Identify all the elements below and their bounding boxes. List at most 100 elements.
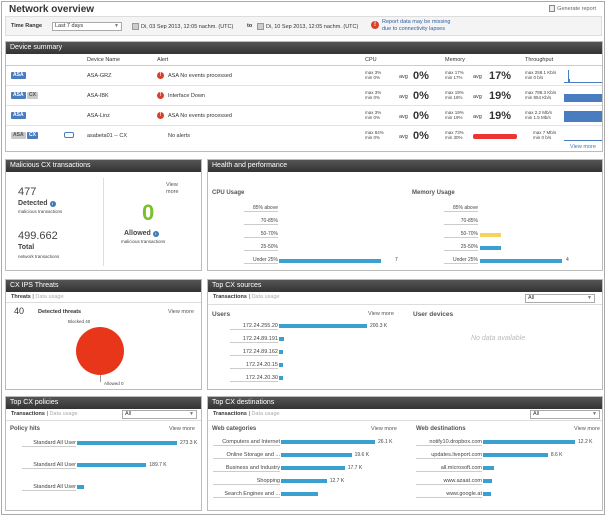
connectivity-warning[interactable]: Report data may be missing due to connect… [382, 19, 450, 33]
web-category-label[interactable]: Business and Industry [213, 465, 280, 472]
device-row[interactable]: ASA CX ASA-IBK ! Interface Down max 3% mi… [6, 86, 602, 106]
policy-bar[interactable] [77, 441, 177, 445]
web-destination-label[interactable]: updates.liveport.com [416, 452, 482, 459]
destinations-filter-select[interactable]: All ▼ [530, 410, 600, 419]
cpu-min: min 0% [365, 135, 381, 140]
web-category-label[interactable]: Search Engines and ... [213, 491, 280, 498]
device-name[interactable]: asabeta01 -- CX [87, 133, 128, 139]
web-destination-label[interactable]: www.azaat.com [416, 478, 482, 485]
tab-data-usage[interactable]: Data usage [251, 294, 280, 300]
web-category-label[interactable]: Shopping [213, 478, 280, 485]
source-ip-label[interactable]: 172.24.20.15 [230, 362, 278, 369]
throughput-min: min 0 b/s [525, 75, 544, 80]
source-ip-label[interactable]: 172.24.20.30 [230, 375, 278, 382]
throughput-max: max 2.2 Mb/s [525, 110, 553, 115]
throughput-sparkline [564, 94, 602, 102]
device-name[interactable]: ASA-Linz [87, 113, 110, 119]
view-more-link[interactable]: View more [166, 182, 179, 195]
device-name[interactable]: ASA-GRZ [87, 73, 112, 79]
view-more-link[interactable]: View more [169, 426, 195, 432]
policy-label[interactable]: Standard All User [22, 462, 76, 469]
device-name[interactable]: ASA-IBK [87, 93, 109, 99]
web-destination-bar[interactable] [483, 492, 491, 496]
tab-transactions[interactable]: Transactions [213, 411, 247, 417]
sources-filter-value: All [528, 295, 535, 301]
view-more-link[interactable]: View more [368, 311, 394, 317]
policy-bar[interactable] [77, 485, 85, 489]
cpu-range: max 3% min 0% [365, 70, 381, 80]
cpu-bar-value: 7 [395, 257, 398, 263]
destinations-panel: Top CX destinations Transactions | Data … [207, 396, 603, 511]
source-bar[interactable] [279, 324, 367, 328]
sources-filter-select[interactable]: All ▼ [525, 294, 595, 303]
detected-label-text: Detected [18, 200, 48, 207]
memory-bar[interactable] [480, 246, 501, 250]
throughput-range: max 7 Mb/s min 0 b/s [533, 130, 556, 140]
cx-badge: CX [27, 92, 38, 99]
web-category-bar[interactable] [281, 479, 327, 483]
to-date-value: Di, 10 Sep 2013, 12:05 nachm. (UTC) [266, 23, 359, 30]
cpu-range: max 3% min 0% [365, 110, 381, 120]
generate-report-link[interactable]: Generate report [549, 5, 596, 12]
throughput-min: min 1.5 Mb/s [525, 115, 551, 120]
web-category-bar[interactable] [281, 440, 375, 444]
memory-max: max 73% [445, 130, 464, 135]
throughput-range: max 788.3 Kb/s min 854 Kb/s [525, 90, 556, 100]
policy-label[interactable]: Standard All User [22, 484, 76, 491]
memory-category-label: 85% above [444, 205, 478, 212]
tab-transactions[interactable]: Transactions [213, 294, 247, 300]
tab-threats[interactable]: Threats [11, 294, 31, 300]
to-date[interactable]: Di, 10 Sep 2013, 12:05 nachm. (UTC) [257, 23, 358, 30]
cpu-range: max 84% min 0% [365, 130, 384, 140]
info-icon[interactable]: i [49, 201, 56, 207]
web-destination-label[interactable]: all.microsoft.com [416, 465, 482, 472]
device-row[interactable]: ASA CX asabeta01 -- CX No alerts max 84%… [6, 126, 602, 146]
view-more-link[interactable]: View more [168, 309, 194, 315]
web-destination-bar[interactable] [483, 466, 495, 470]
view-more-link[interactable]: View more [574, 426, 600, 432]
source-bar[interactable] [279, 363, 283, 367]
threats-pie[interactable] [76, 327, 124, 375]
source-bar[interactable] [279, 350, 284, 354]
time-range-select[interactable]: Last 7 days ▼ [52, 22, 122, 31]
device-row[interactable]: ASA ASA-Linz ! ASA No events processed m… [6, 106, 602, 126]
source-ip-label[interactable]: 172.24.255.20 [230, 323, 278, 330]
tab-transactions[interactable]: Transactions [11, 411, 45, 417]
web-destination-bar[interactable] [483, 440, 575, 444]
policy-label[interactable]: Standard All User [22, 440, 76, 447]
web-destination-bar[interactable] [483, 479, 493, 483]
source-ip-label[interactable]: 172.24.89.191 [230, 336, 278, 343]
web-category-label[interactable]: Online Storage and ... [213, 452, 280, 459]
web-category-bar[interactable] [281, 466, 345, 470]
tab-data-usage[interactable]: Data usage [35, 294, 64, 300]
source-bar[interactable] [279, 337, 285, 341]
policy-bar[interactable] [77, 463, 147, 467]
info-icon[interactable]: i [152, 231, 159, 237]
device-row[interactable]: ASA ASA-GRZ ! ASA No events processed ma… [6, 66, 602, 86]
cpu-min: min 0% [365, 115, 381, 120]
policies-panel: Top CX policies Transactions | Data usag… [5, 396, 202, 511]
pie-leader [100, 375, 101, 382]
col-alert: Alert [157, 57, 169, 63]
memory-bar[interactable] [480, 233, 501, 237]
throughput-min: min 854 Kb/s [525, 95, 552, 100]
web-destination-label[interactable]: notify10.dropbox.com [416, 439, 482, 446]
memory-avg: 19% [489, 90, 512, 102]
source-ip-label[interactable]: 172.24.89.162 [230, 349, 278, 356]
view-more-link[interactable]: View more [371, 426, 397, 432]
source-bar[interactable] [279, 376, 283, 380]
from-date[interactable]: Di, 03 Sep 2013, 12:05 nachm. (UTC) [132, 23, 233, 30]
view-more-link[interactable]: View more [570, 144, 596, 150]
cpu-bar[interactable] [279, 259, 381, 263]
web-category-bar[interactable] [281, 453, 352, 457]
policies-filter-select[interactable]: All ▼ [122, 410, 197, 419]
web-destination-label[interactable]: www.google.at [416, 491, 482, 498]
memory-bar[interactable] [480, 259, 562, 263]
web-destination-bar-value: 12.2 K [578, 439, 593, 445]
web-category-bar[interactable] [281, 492, 319, 496]
web-destination-bar[interactable] [483, 453, 548, 457]
web-category-label[interactable]: Computers and Internet [213, 439, 280, 446]
asa-badge: ASA [11, 92, 26, 99]
tab-data-usage[interactable]: Data usage [251, 411, 280, 417]
tab-data-usage[interactable]: Data usage [49, 411, 78, 417]
